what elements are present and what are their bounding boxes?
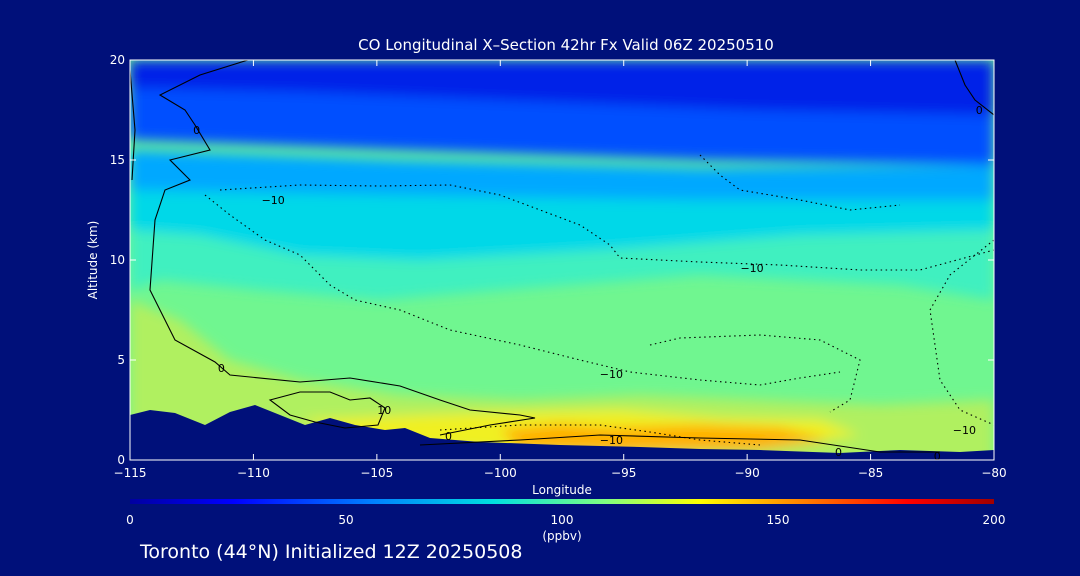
contour-label: 0	[934, 450, 941, 463]
colorbar-tick-label: 100	[551, 513, 574, 527]
contour-label: 0	[193, 124, 200, 137]
contour-zero-west	[149, 60, 536, 436]
x-tick-label: −90	[734, 466, 759, 480]
footer-initialization-text: Toronto (44°N) Initialized 12Z 20250508	[140, 541, 523, 563]
contour-label: −10	[953, 424, 976, 437]
contour-ten-inner	[268, 391, 386, 429]
x-tick-label: −80	[981, 466, 1006, 480]
chart-title: CO Longitudinal X–Section 42hr Fx Valid …	[358, 36, 774, 54]
y-tick-label: 0	[117, 453, 125, 467]
colorbar-units-label: (ppbv)	[542, 529, 581, 543]
contour-label: −10	[262, 194, 285, 207]
contour-neg-lower	[439, 424, 761, 446]
y-tick-label: 20	[110, 53, 125, 67]
x-tick-label: −110	[237, 466, 270, 480]
contour-label: 0	[835, 446, 842, 459]
contour-labels: 0 −10 −10 −10 −10 0 10 0 0 0 −10 0	[193, 104, 983, 463]
contour-label: −10	[600, 368, 623, 381]
x-axis-ticks: −115 −110 −105 −100 −95 −90 −85 −80	[114, 60, 1007, 480]
contour-label: 10	[377, 404, 391, 417]
contour-lines-negative	[204, 154, 994, 446]
x-tick-label: −105	[360, 466, 393, 480]
contour-neg-upper	[204, 194, 841, 386]
contour-label: −10	[600, 434, 623, 447]
y-tick-label: 10	[110, 253, 125, 267]
x-tick-label: −115	[114, 466, 147, 480]
y-axis-ticks: 0 5 10 15 20	[110, 53, 994, 467]
y-tick-label: 5	[117, 353, 125, 367]
colorbar-tick-label: 200	[983, 513, 1006, 527]
x-axis-label: Longitude	[532, 483, 592, 497]
x-tick-label: −95	[611, 466, 636, 480]
field-band-orange	[500, 424, 830, 452]
contour-zero-low	[419, 434, 940, 453]
contour-lines	[130, 60, 994, 453]
field-band-light-blue	[130, 150, 994, 200]
terrain-mask	[130, 405, 994, 460]
colorbar	[130, 499, 994, 504]
colorbar-tick-label: 150	[767, 513, 790, 527]
contour-zero-east	[954, 60, 994, 116]
contour-label: 0	[218, 362, 225, 375]
y-tick-label: 15	[110, 153, 125, 167]
colorbar-ticks: 0 50 100 150 200	[126, 513, 1005, 527]
contour-label: −10	[740, 262, 763, 275]
contour-neg-mid	[219, 184, 994, 271]
x-tick-label: −85	[858, 466, 883, 480]
colorbar-tick-label: 50	[338, 513, 353, 527]
colorbar-tick-label: 0	[126, 513, 134, 527]
contour-zero-edge	[130, 69, 136, 181]
x-tick-label: −100	[484, 466, 517, 480]
y-axis-label: Altitude (km)	[86, 221, 100, 300]
contour-neg-east	[929, 239, 994, 426]
contour-label: 0	[976, 104, 983, 117]
contour-neg-box	[649, 334, 861, 413]
contour-label: 0	[445, 430, 452, 443]
co-concentration-field: 0 −10 −10 −10 −10 0 10 0 0 0 −10 0	[130, 60, 994, 463]
field-band-deep-blue	[130, 60, 994, 115]
